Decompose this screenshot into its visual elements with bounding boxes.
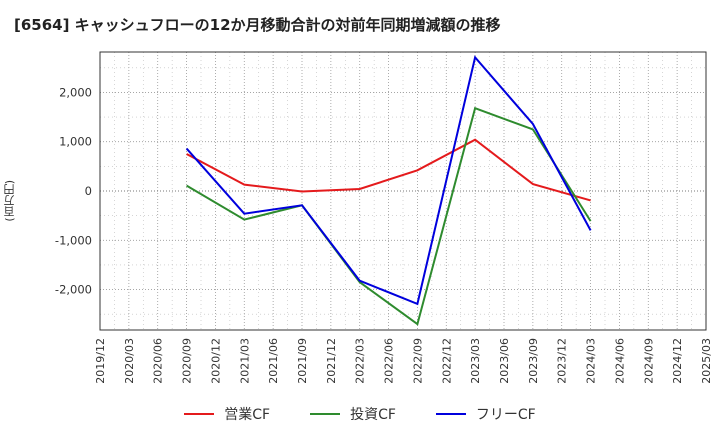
x-tick-label: 2024/03 [585, 338, 598, 384]
x-tick-label: 2024/06 [613, 338, 626, 384]
x-tick-label: 2021/12 [325, 338, 338, 384]
x-tick-label: 2020/12 [209, 338, 222, 384]
series-line-0 [186, 138, 591, 202]
x-tick-label: 2024/12 [671, 338, 684, 384]
y-tick-label: 2,000 [59, 85, 92, 99]
x-tick-label: 2020/06 [152, 338, 165, 384]
chart-legend: 営業CF 投資CF フリーCF [0, 404, 720, 424]
series-line-2 [185, 55, 592, 306]
plot-frame [99, 51, 707, 331]
x-tick-label: 2021/06 [267, 338, 280, 384]
legend-label-investing-cf: 投資CF [350, 407, 396, 423]
legend-item-operating-cf: 営業CF [184, 404, 270, 424]
x-tick-label: 2022/12 [440, 338, 453, 384]
y-tick-label: 0 [85, 184, 92, 198]
series-line-1 [186, 106, 592, 326]
legend-item-investing-cf: 投資CF [310, 404, 396, 424]
chart-title: [6564] キャッシュフローの12か月移動合計の対前年同期増減額の推移 [14, 16, 501, 34]
y-tick-label: 1,000 [59, 135, 92, 149]
x-tick-label: 2025/03 [700, 338, 713, 384]
x-tick-label: 2019/12 [94, 338, 107, 384]
x-tick-label: 2023/12 [556, 338, 569, 384]
x-tick-label: 2023/09 [527, 338, 540, 384]
x-tick-label: 2023/03 [469, 338, 482, 384]
x-tick-label: 2022/03 [354, 338, 367, 384]
x-tick-label: 2024/09 [642, 338, 655, 384]
legend-item-free-cf: フリーCF [435, 404, 536, 424]
x-tick-label: 2020/09 [181, 338, 194, 384]
x-tick-label: 2021/03 [238, 338, 251, 384]
x-tick-label: 2022/06 [383, 338, 396, 384]
y-tick-label: -2,000 [55, 283, 92, 297]
legend-swatch-operating-cf [184, 413, 215, 415]
x-tick-label: 2020/03 [123, 338, 136, 384]
x-tick-label: 2021/09 [296, 338, 309, 384]
legend-swatch-investing-cf [310, 413, 341, 415]
legend-label-operating-cf: 営業CF [224, 407, 271, 423]
legend-swatch-free-cf [435, 413, 466, 415]
x-tick-label: 2022/09 [411, 338, 424, 384]
legend-label-free-cf: フリーCF [475, 407, 536, 423]
y-tick-label: -1,000 [55, 233, 92, 247]
x-tick-label: 2023/06 [498, 338, 511, 384]
